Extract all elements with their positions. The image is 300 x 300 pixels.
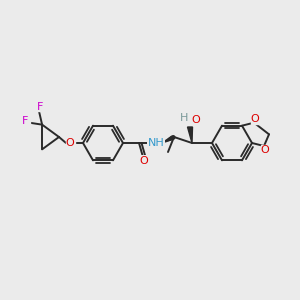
Bar: [140, 157, 148, 165]
Text: F: F: [37, 102, 43, 112]
Bar: [180, 114, 188, 122]
Text: NH: NH: [148, 138, 164, 148]
Text: O: O: [261, 145, 269, 155]
Bar: [260, 145, 269, 154]
Text: F: F: [22, 116, 28, 126]
Bar: [65, 139, 74, 148]
Bar: [150, 138, 162, 148]
Polygon shape: [188, 127, 193, 143]
Text: O: O: [192, 115, 200, 125]
Text: O: O: [66, 138, 74, 148]
Bar: [191, 114, 199, 122]
Text: O: O: [250, 114, 260, 124]
Bar: [36, 102, 45, 111]
Text: H: H: [180, 113, 188, 123]
Bar: [21, 116, 30, 125]
Bar: [250, 115, 260, 124]
Text: O: O: [140, 156, 148, 166]
